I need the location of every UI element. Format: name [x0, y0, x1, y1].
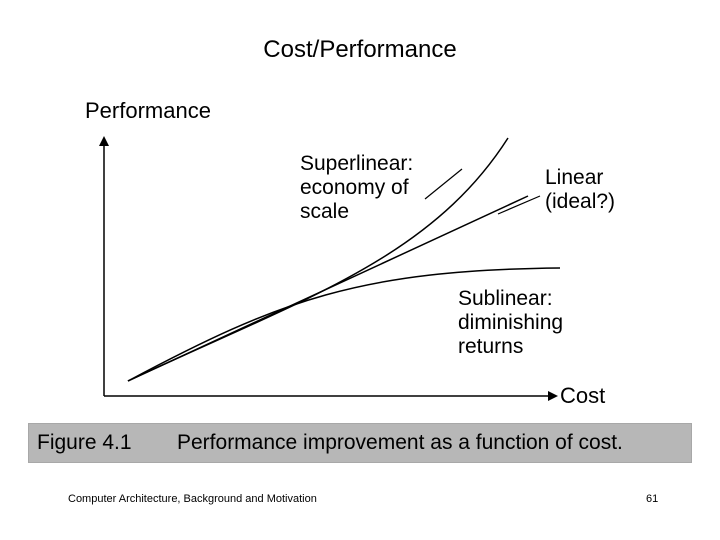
sublinear-label: Sublinear: diminishing returns [458, 287, 564, 358]
caption-text: Performance improvement as a function of… [177, 431, 623, 454]
superlinear-pointer [424, 168, 463, 200]
linear-pointer [497, 195, 541, 215]
diagram-title: Cost/Performance [263, 36, 457, 63]
footer-course-title: Computer Architecture, Background and Mo… [68, 493, 317, 505]
linear-curve [127, 195, 529, 382]
figure-caption: Figure 4.1 Performance improvement as a … [28, 423, 692, 463]
sublinear-curve [127, 267, 561, 382]
y-axis-label: Performance [85, 98, 211, 123]
x-axis-label: Cost [560, 383, 606, 408]
linear-label: Linear (ideal?) [545, 166, 616, 213]
superlinear-label: Superlinear: economy of scale [300, 152, 414, 223]
figure-number: Figure 4.1 [37, 431, 132, 454]
page-number: 61 [646, 493, 659, 505]
